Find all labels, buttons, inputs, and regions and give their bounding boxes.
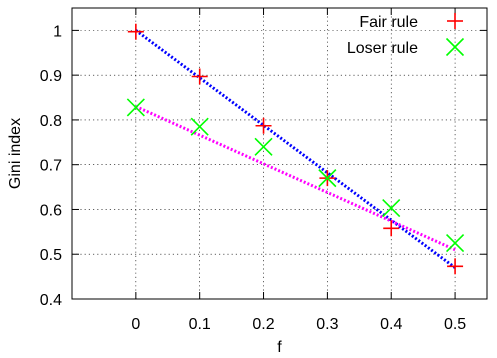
x-tick-label: 0.2	[252, 316, 274, 333]
data-point-loser-rule	[126, 98, 145, 117]
y-axis-title: Gini index	[7, 118, 24, 189]
y-tick-label: 1	[53, 23, 62, 40]
plot-frame	[71, 7, 488, 300]
legend-marker-loser-rule	[445, 37, 465, 57]
x-tick-label: 0.4	[380, 316, 402, 333]
tick-labels: 0 0.1 0.2 0.3 0.4 0.5 0.4 0.5 0.6 0.7 0.8 0.9 1	[40, 23, 467, 333]
x-tick-label: 0	[131, 316, 140, 333]
y-tick-label: 0.4	[40, 292, 62, 309]
fit-line-loser-rule	[135, 105, 456, 252]
x-tick-label: 0.3	[316, 316, 338, 333]
data-point-loser-rule	[382, 199, 401, 218]
legend-marker-fair-rule	[447, 13, 463, 29]
data-point-loser-rule	[190, 117, 209, 136]
data-point-loser-rule	[446, 233, 465, 253]
x-tick-label: 0.5	[444, 316, 466, 333]
x-tick-label: 0.1	[189, 316, 211, 333]
fit-line-fair-rule	[134, 29, 456, 269]
legend-cross-glyph	[445, 37, 465, 57]
legend-plus-glyph	[447, 13, 463, 29]
legend-label-fair-rule: Fair rule	[359, 14, 418, 31]
data-point-fair-rule	[383, 220, 400, 237]
y-tick-label: 0.7	[40, 158, 62, 175]
y-tick-label: 0.9	[40, 68, 62, 85]
data-point-fair-rule	[127, 23, 144, 40]
y-tick-label: 0.5	[40, 247, 62, 264]
data-point-loser-rule	[254, 137, 273, 156]
fit-lines	[134, 29, 456, 269]
axis-ticks	[72, 8, 487, 300]
x-axis-title: f	[277, 339, 282, 356]
data-point-fair-rule	[255, 117, 272, 134]
legend-label-loser-rule: Loser rule	[347, 40, 418, 57]
legend: Fair rule Loser rule	[347, 13, 465, 57]
y-tick-label: 0.8	[40, 113, 62, 130]
grid	[72, 8, 487, 300]
data-point-fair-rule	[447, 258, 464, 275]
data-point-loser-rule	[318, 169, 337, 188]
data-points	[126, 23, 465, 275]
data-point-fair-rule	[191, 68, 208, 85]
y-tick-label: 0.6	[40, 202, 62, 219]
